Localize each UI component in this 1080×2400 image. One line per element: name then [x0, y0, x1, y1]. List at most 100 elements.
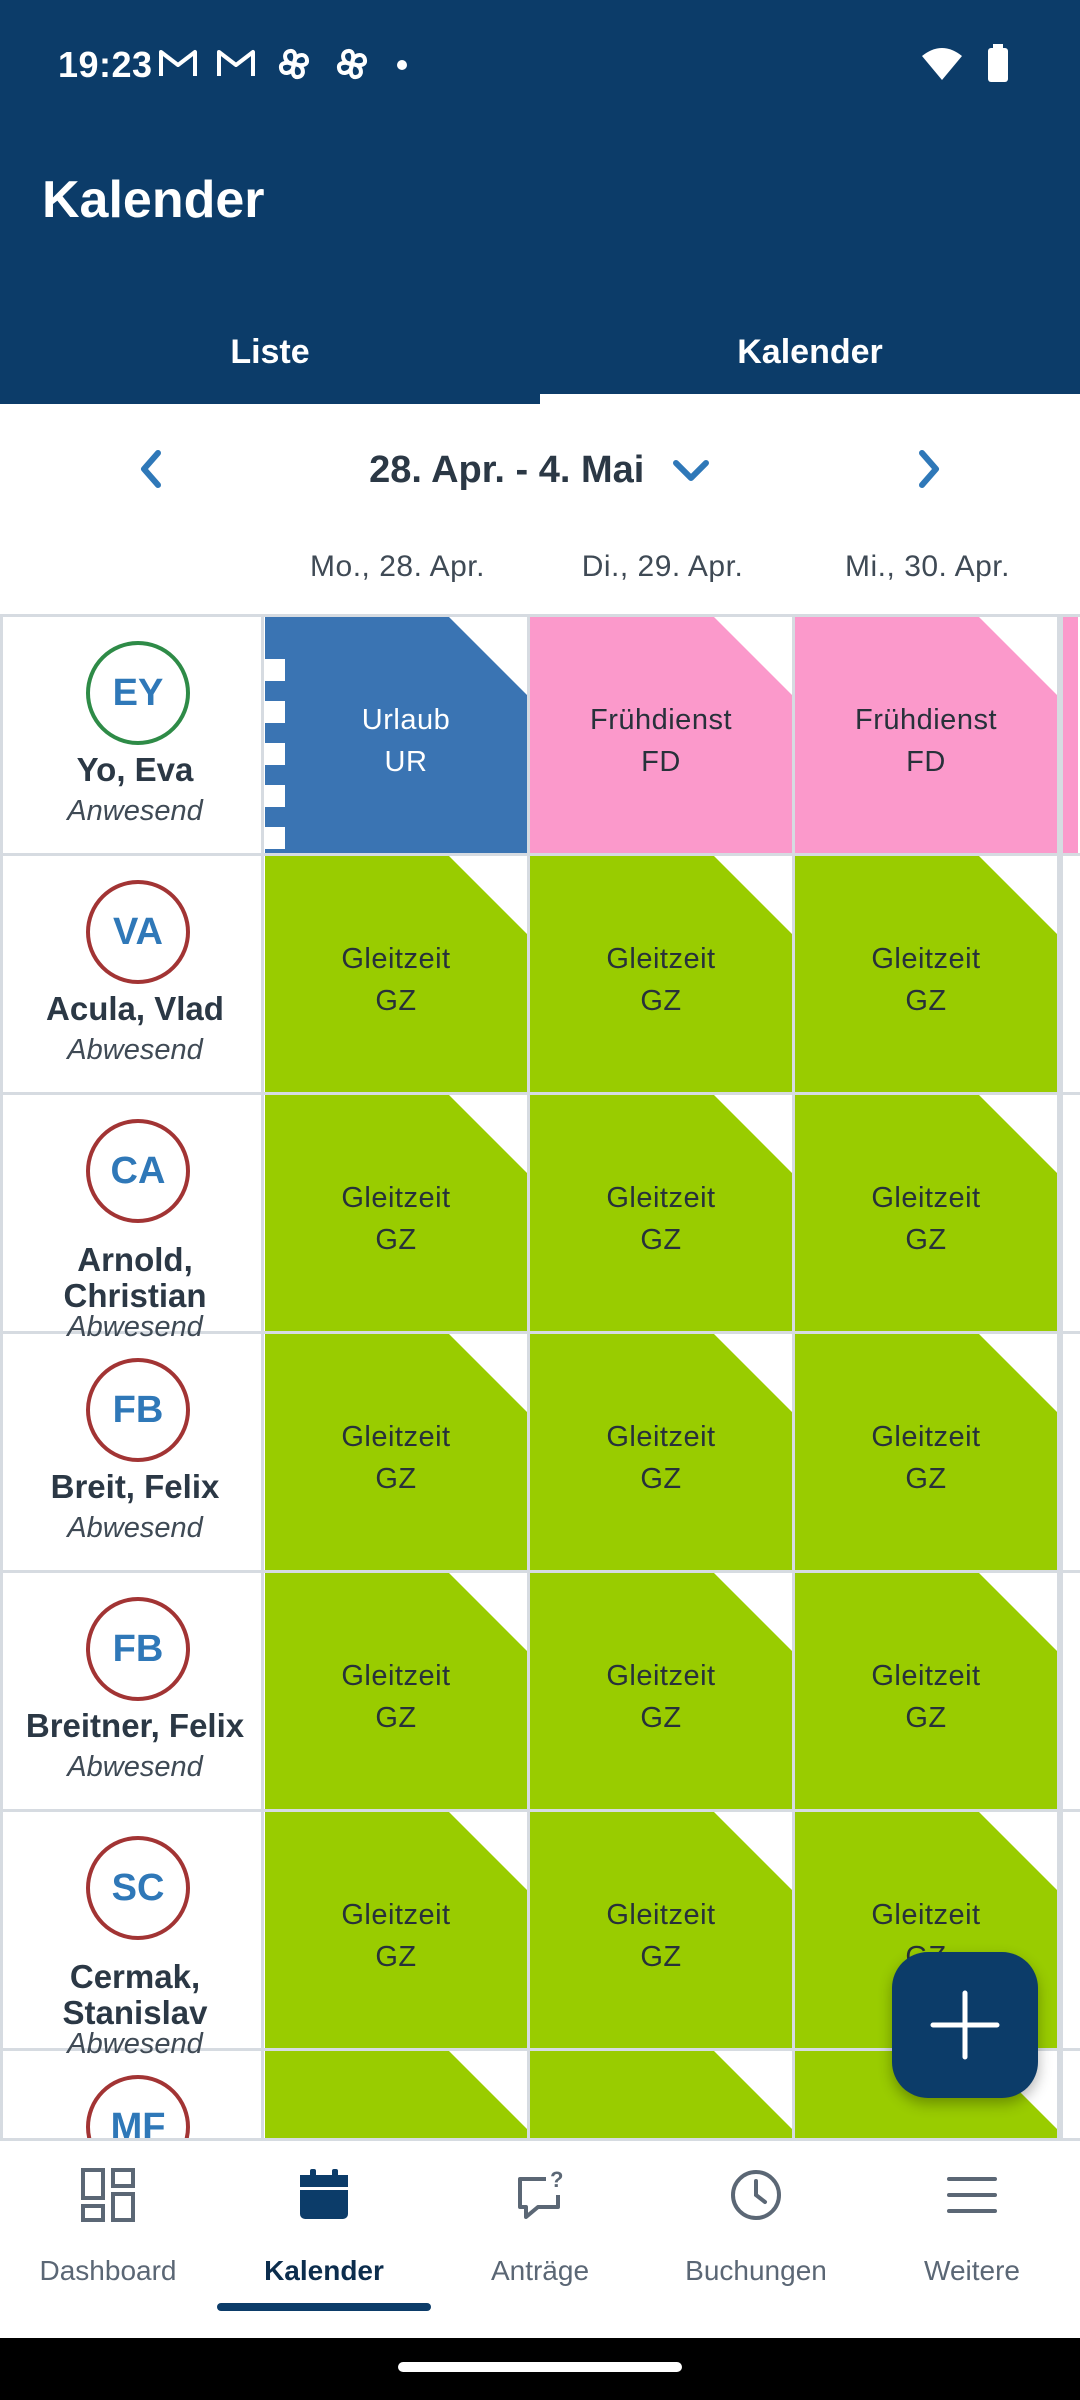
app-header: 19:23 Kalender	[0, 0, 1080, 404]
person-name: Yo, Eva	[76, 751, 194, 788]
menu-icon	[944, 2167, 1000, 2228]
avatar: SC	[86, 1836, 190, 1940]
calendar-entry[interactable]: Gleitzeit GZ	[795, 1334, 1060, 1570]
pinwheel-icon	[332, 46, 372, 82]
entry-corner	[449, 856, 527, 934]
clock-icon	[728, 2167, 784, 2228]
person-name: Acula, Vlad	[46, 990, 224, 1027]
gmail-icon	[158, 46, 198, 82]
nav-buchungen[interactable]: Buchungen	[648, 2141, 864, 2338]
entry-text: Gleitzeit GZ	[530, 938, 792, 1022]
next-day-edge	[1060, 1095, 1078, 1331]
entry-label: Gleitzeit	[871, 1899, 981, 1931]
entry-text: Gleitzeit GZ	[795, 1177, 1057, 1261]
next-week-button[interactable]	[904, 444, 954, 494]
calendar-entry[interactable]	[265, 2051, 530, 2138]
chevron-left-icon	[141, 450, 161, 488]
person-info[interactable]: CA Arnold, Christian Abwesend	[0, 1095, 264, 1343]
entry-label: Gleitzeit	[606, 1899, 716, 1931]
entry-text: Gleitzeit GZ	[795, 938, 1057, 1022]
nav-weitere-label: Weitere	[924, 2255, 1020, 2286]
calendar-entry[interactable]: Frühdienst FD	[530, 617, 795, 853]
previous-week-button[interactable]	[126, 444, 176, 494]
entry-code: GZ	[905, 1463, 947, 1495]
tab-kalender[interactable]: Kalender	[540, 300, 1080, 404]
nav-antraege[interactable]: ? Anträge	[432, 2141, 648, 2338]
person-name: Stanislav	[62, 1994, 208, 2031]
entry-corner	[449, 617, 527, 695]
day-header: Mo., 28. Apr.	[310, 550, 485, 583]
entry-label: Urlaub	[361, 704, 451, 736]
calendar-grid: EY Yo, Eva Anwesend Urlaub UR Frühdienst FD Frü…	[0, 614, 1080, 2138]
person-info[interactable]: VA Acula, Vlad Abwesend	[0, 856, 264, 1092]
next-day-edge	[1060, 1334, 1078, 1570]
person-info[interactable]: MF	[0, 2051, 264, 2138]
person-row: FB Breitner, Felix Abwesend Gleitzeit GZ Glei…	[0, 1573, 1080, 1812]
calendar-icon	[296, 2167, 352, 2228]
entry-text: Gleitzeit GZ	[265, 1416, 527, 1500]
entry-label: Gleitzeit	[341, 943, 451, 975]
entry-label: Frühdienst	[854, 704, 997, 736]
calendar-entry[interactable]: Gleitzeit GZ	[530, 1812, 795, 2048]
person-info[interactable]: EY Yo, Eva Anwesend	[0, 617, 264, 853]
week-selector[interactable]: 28. Apr. - 4. Mai	[0, 448, 1080, 492]
calendar-entry[interactable]: Gleitzeit GZ	[265, 1573, 530, 1809]
calendar-entry[interactable]: Gleitzeit GZ	[265, 1095, 530, 1331]
nav-dashboard[interactable]: Dashboard	[0, 2141, 216, 2338]
entry-code: UR	[384, 746, 428, 778]
entry-corner	[979, 1812, 1057, 1890]
entry-text: Gleitzeit GZ	[265, 938, 527, 1022]
entry-code: GZ	[905, 985, 947, 1017]
calendar-entry[interactable]: Gleitzeit GZ	[530, 1573, 795, 1809]
dot-icon	[390, 46, 414, 82]
entry-code: FD	[906, 746, 946, 778]
entry-label: Gleitzeit	[871, 943, 981, 975]
presence-status: Anwesend	[67, 795, 203, 827]
page-title: Kalender	[42, 171, 265, 229]
entry-text: Urlaub UR	[285, 699, 527, 783]
add-entry-button[interactable]	[892, 1952, 1038, 2098]
pinwheel-icon	[274, 46, 314, 82]
presence-status: Abwesend	[67, 1311, 203, 1343]
calendar-entry[interactable]: Gleitzeit GZ	[795, 856, 1060, 1092]
day-headers: Mo., 28. Apr. Di., 29. Apr. Mi., 30. Apr…	[265, 550, 1080, 590]
entry-corner	[979, 617, 1057, 695]
entry-label: Gleitzeit	[871, 1421, 981, 1453]
entry-corner	[449, 2051, 527, 2129]
nav-kalender[interactable]: Kalender	[216, 2141, 432, 2338]
calendar-entry[interactable]: Gleitzeit GZ	[265, 1812, 530, 2048]
entry-code: GZ	[375, 1702, 417, 1734]
calendar-entry[interactable]: Gleitzeit GZ	[795, 1095, 1060, 1331]
nav-kalender-label: Kalender	[264, 2255, 384, 2286]
calendar-entry[interactable]: Gleitzeit GZ	[530, 1334, 795, 1570]
tab-liste[interactable]: Liste	[230, 332, 310, 371]
person-info[interactable]: FB Breitner, Felix Abwesend	[0, 1573, 264, 1809]
next-day-edge	[1060, 1812, 1078, 2048]
avatar: FB	[86, 1358, 190, 1462]
calendar-entry[interactable]: Gleitzeit GZ	[265, 856, 530, 1092]
status-bar: 19:23	[0, 0, 1080, 132]
person-info[interactable]: FB Breit, Felix Abwesend	[0, 1334, 264, 1570]
person-info[interactable]: SC Cermak, Stanislav Abwesend	[0, 1812, 264, 2060]
entry-text: Gleitzeit GZ	[795, 1416, 1057, 1500]
nav-weitere[interactable]: Weitere	[864, 2141, 1080, 2338]
home-gesture-bar[interactable]	[398, 2362, 682, 2372]
calendar-entry[interactable]: Gleitzeit GZ	[265, 1334, 530, 1570]
calendar-entry[interactable]: Gleitzeit GZ	[530, 856, 795, 1092]
chevron-down-icon	[672, 459, 709, 481]
avatar: CA	[86, 1119, 190, 1223]
calendar-entry[interactable]: Frühdienst FD	[795, 617, 1060, 853]
calendar-entry[interactable]: Gleitzeit GZ	[795, 1573, 1060, 1809]
entry-text: Gleitzeit GZ	[530, 1655, 792, 1739]
calendar-entry[interactable]: Urlaub UR	[265, 617, 530, 853]
week-navigation: 28. Apr. - 4. Mai	[0, 404, 1080, 528]
nav-antraege-label: Anträge	[490, 2255, 590, 2286]
calendar-entry[interactable]: Gleitzeit GZ	[530, 1095, 795, 1331]
view-tabs: Liste Kalender	[0, 300, 1080, 404]
person-name: Christian	[63, 1277, 207, 1314]
entry-code: GZ	[375, 1941, 417, 1973]
entry-label: Gleitzeit	[341, 1660, 451, 1692]
entry-code: GZ	[640, 1463, 682, 1495]
calendar-entry[interactable]	[530, 2051, 795, 2138]
entry-corner	[449, 1573, 527, 1651]
